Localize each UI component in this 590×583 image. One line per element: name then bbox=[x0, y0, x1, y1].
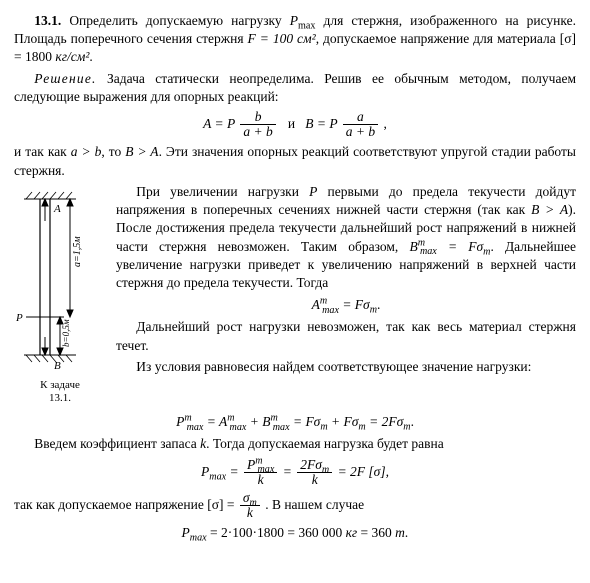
label-b: B bbox=[54, 360, 61, 372]
t: . Тогда допускаемая нагрузка будет равна bbox=[206, 436, 444, 451]
den: a + b bbox=[240, 125, 275, 139]
num: 2Fσт bbox=[297, 458, 332, 473]
t: Определить допускаемую нагрузку bbox=[69, 13, 289, 28]
ba: B > A bbox=[531, 202, 568, 217]
ss: т bbox=[403, 422, 410, 433]
frac: ba + b bbox=[238, 110, 277, 139]
sub: max bbox=[273, 422, 290, 433]
cap1: К задаче bbox=[40, 379, 80, 391]
n: 2Fσ bbox=[300, 457, 322, 472]
a: A bbox=[312, 297, 320, 312]
para7: так как допускаемое напряжение [σ] = σт … bbox=[14, 491, 576, 520]
rod-diagram: A B P a=1,5м b=0,5м bbox=[14, 187, 104, 375]
unit: кг/см² bbox=[55, 49, 89, 64]
para-solution-intro: Решение. Задача статически неопределима.… bbox=[14, 70, 576, 106]
sub: max bbox=[230, 422, 247, 433]
f-val: F = 100 см² bbox=[248, 31, 316, 46]
frac: Pтmax k bbox=[242, 458, 279, 487]
eq: = 360 bbox=[357, 525, 395, 540]
problem-statement: 13.1. Определить допускаемую нагрузку Pm… bbox=[14, 12, 576, 67]
cap2: 13.1. bbox=[49, 392, 71, 404]
end: . bbox=[377, 297, 380, 312]
pl: + Fσ bbox=[328, 414, 359, 429]
t: . В нашем случае bbox=[265, 497, 364, 512]
sub: max bbox=[190, 533, 207, 544]
t: При увеличении нагрузки bbox=[136, 184, 309, 199]
formula-Pmax: Pmax = Pтmax k = 2Fσт k = 2F [σ], bbox=[14, 458, 576, 487]
t: B = P bbox=[305, 116, 337, 131]
body: = 2·100·1800 = 360 000 bbox=[207, 525, 346, 540]
num: Pтmax bbox=[244, 458, 277, 473]
eq: B bbox=[409, 239, 417, 254]
kg: кг bbox=[346, 525, 358, 540]
and: и bbox=[288, 116, 295, 131]
t: так как допускаемое напряжение [σ] = bbox=[14, 497, 238, 512]
eq: = bbox=[226, 463, 242, 478]
figure-caption: К задаче 13.1. bbox=[14, 379, 106, 405]
pp: P bbox=[247, 457, 255, 472]
eq2: = Fσ bbox=[437, 239, 483, 254]
frac: aa + b bbox=[341, 110, 380, 139]
p-sym: P bbox=[290, 13, 298, 28]
t: т. bbox=[395, 525, 408, 540]
sub: max bbox=[187, 422, 204, 433]
rhs: = 2F [σ], bbox=[338, 463, 389, 478]
eq: = Fσ bbox=[339, 297, 370, 312]
solution-label: Решение. bbox=[34, 71, 96, 86]
s: σ bbox=[243, 490, 250, 505]
formula-reactions: A = P ba + b и B = P aa + b , bbox=[14, 110, 576, 139]
eq2f: = 2Fσ bbox=[366, 414, 404, 429]
figure: A B P a=1,5м b=0,5м К задаче 13.1. bbox=[14, 187, 106, 405]
dim-b: b=0,5м bbox=[61, 319, 71, 347]
m1: = A bbox=[203, 414, 227, 429]
para6: Введем коэффициент запаса k. Тогда допус… bbox=[14, 435, 576, 453]
figure-and-text: A B P a=1,5м b=0,5м К задаче 13.1. При у… bbox=[14, 183, 576, 409]
para2: и так как a > b, то B > A. Эти значения … bbox=[14, 143, 576, 179]
sub: т bbox=[322, 464, 329, 475]
t: A = P bbox=[203, 116, 235, 131]
m2: + B bbox=[246, 414, 270, 429]
frac: 2Fσт k bbox=[295, 458, 334, 487]
t: , bbox=[383, 116, 386, 131]
end: . bbox=[411, 414, 414, 429]
den: a + b bbox=[343, 125, 378, 139]
ss: т bbox=[358, 422, 365, 433]
ss: т bbox=[320, 422, 327, 433]
t: , то bbox=[101, 144, 125, 159]
sub: max bbox=[209, 471, 226, 482]
t: Задача статически неопределима. Решив ее… bbox=[14, 71, 576, 104]
formula-Pmax-t: Pтmax = Aтmax + Bтmax = Fσт + Fσт = 2Fσт… bbox=[14, 413, 576, 431]
den: k bbox=[240, 506, 260, 520]
formula-result: Pmax = 2·100·1800 = 360 000 кг = 360 т. bbox=[14, 524, 576, 542]
frac: σт k bbox=[238, 491, 262, 520]
num: a bbox=[343, 110, 378, 125]
label-p: P bbox=[15, 312, 23, 324]
t: и так как bbox=[14, 144, 71, 159]
num: b bbox=[240, 110, 275, 125]
ab: a > b bbox=[71, 144, 102, 159]
p: P bbox=[182, 525, 190, 540]
sub: max bbox=[420, 246, 437, 257]
sub2: т bbox=[370, 305, 377, 316]
sub: max bbox=[322, 305, 339, 316]
r: = Fσ bbox=[290, 414, 321, 429]
dim-a: a=1,5м bbox=[72, 236, 83, 267]
ba: B > A bbox=[125, 144, 158, 159]
label-a: A bbox=[53, 203, 61, 215]
num: σт bbox=[240, 491, 260, 506]
eq: = bbox=[283, 463, 296, 478]
t: Введем коэффициент запаса bbox=[34, 436, 200, 451]
dot: . bbox=[89, 49, 92, 64]
problem-number: 13.1. bbox=[34, 13, 61, 28]
